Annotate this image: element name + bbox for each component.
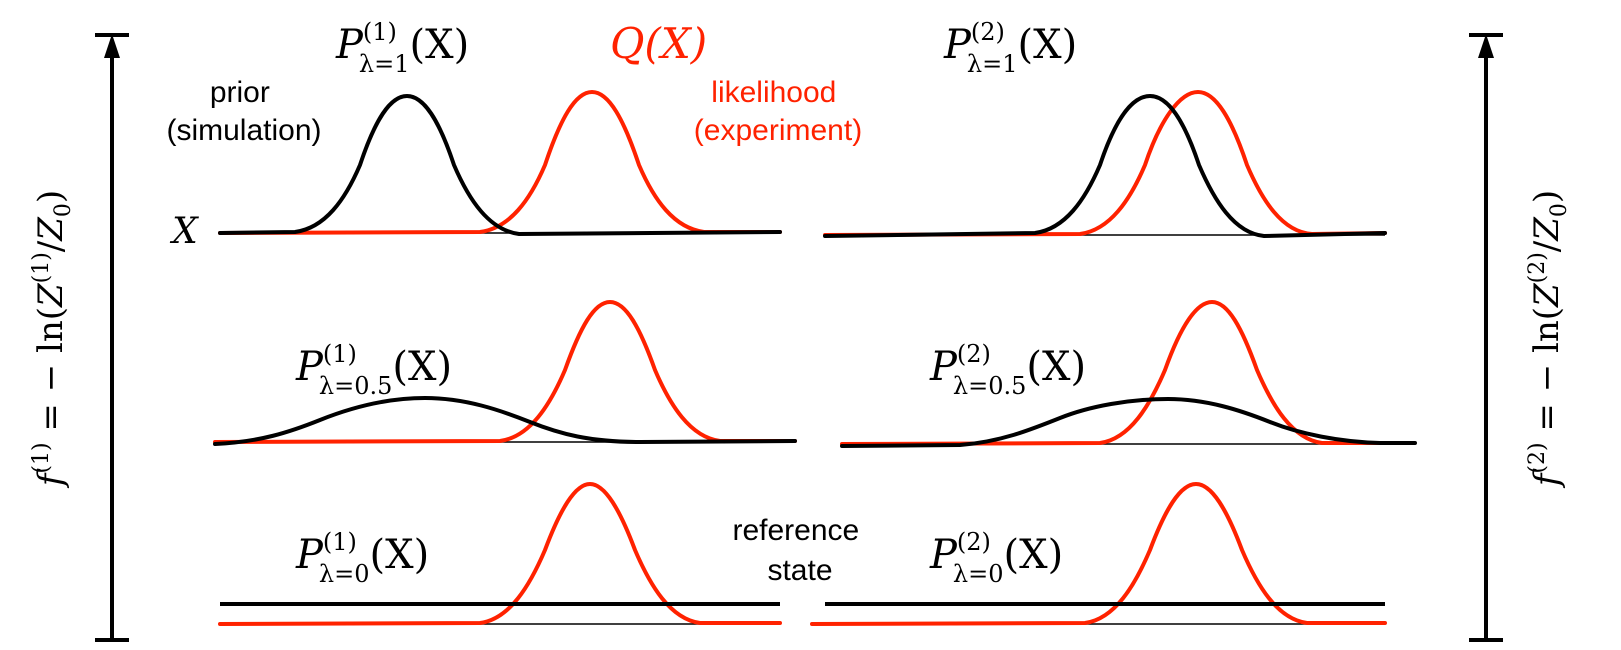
formula-p2-lambda0: P(2) λ=0(X): [929, 528, 1063, 588]
likelihood-label: likelihood (experiment): [694, 76, 862, 147]
formula-p2-lambda05: P(2) λ=0.5(X): [929, 340, 1086, 400]
prior-curve-2-lambda05: [840, 396, 1417, 448]
right-free-energy-arrow: [1469, 33, 1503, 642]
likelihood-curve-2-lambda05: [840, 299, 1412, 446]
formula-p1-lambda0: P(1) λ=0(X): [295, 528, 429, 588]
left-free-energy-arrow: [95, 33, 129, 642]
right-axis-label: f(2) = − ln(Z(2)/Z0): [1525, 190, 1572, 489]
likelihood-curve-2-lambda1: [823, 89, 1387, 237]
formula-p2-lambda1: P(2) λ=1(X): [943, 18, 1077, 78]
prior-curve-1-lambda1: [218, 93, 782, 237]
prior-curve-1-lambda05: [213, 395, 797, 446]
x-axis-label: X: [169, 211, 199, 252]
likelihood-curve-1-lambda05: [213, 299, 797, 444]
prior-label: prior (simulation): [166, 76, 321, 147]
likelihood-curve-1-lambda0: [218, 481, 782, 626]
prior-curve-2-lambda1: [823, 93, 1387, 239]
formula-p1-lambda1: P(1) λ=1(X): [335, 18, 469, 78]
likelihood-curve-1-lambda1: [218, 89, 782, 235]
formula-p1-lambda05: P(1) λ=0.5(X): [295, 340, 452, 400]
reference-state-label: reference state: [732, 514, 867, 587]
left-axis-label: f(1) = − ln(Z(1)/Z0): [29, 190, 76, 489]
likelihood-curve-2-lambda0: [810, 481, 1387, 626]
formula-q: Q(X): [610, 19, 707, 68]
